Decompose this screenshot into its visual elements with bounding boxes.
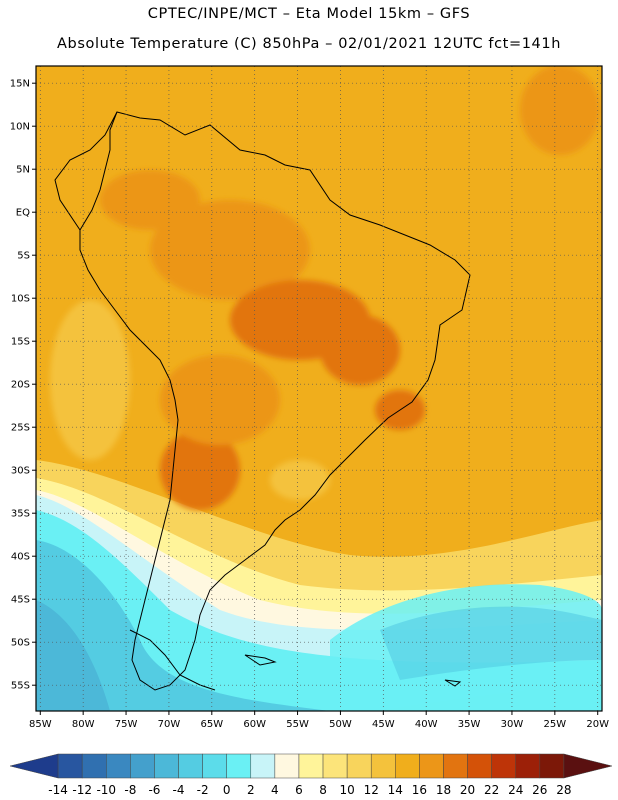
map-frame <box>35 65 603 712</box>
lat-label: 20S <box>11 380 30 391</box>
colorbar-swatch <box>370 753 396 779</box>
colorbar-label: -4 <box>173 783 185 797</box>
lon-label: 85W <box>29 719 52 730</box>
lon-label: 35W <box>458 719 481 730</box>
lon-label: 55W <box>286 719 309 730</box>
colorbar-label: 4 <box>271 783 279 797</box>
lon-label: 60W <box>243 719 266 730</box>
lat-label: 25S <box>11 423 30 434</box>
colorbar-label: 6 <box>295 783 303 797</box>
colorbar-swatch <box>298 753 324 779</box>
lat-label: 45S <box>11 595 30 606</box>
lon-label: 25W <box>544 719 567 730</box>
map-subtitle: Absolute Temperature (C) 850hPa – 02/01/… <box>57 36 561 52</box>
colorbar-label: -10 <box>96 783 116 797</box>
latitude-labels: 15N 10N 5N EQ 5S 10S 15S 20S 25S 30S 35S 40S 45S 50S 5… <box>10 79 36 692</box>
lat-label: 5N <box>16 165 30 176</box>
colorbar-swatch <box>154 753 179 779</box>
lon-label: 80W <box>72 719 95 730</box>
colorbar-label: 14 <box>388 783 403 797</box>
colorbar-label: 2 <box>247 783 255 797</box>
lat-label: 10S <box>11 294 30 305</box>
colorbar-swatch <box>322 753 348 779</box>
colorbar-swatch <box>81 753 107 779</box>
lat-label: 15N <box>10 79 30 90</box>
lat-label: 35S <box>11 509 30 520</box>
lat-label: 40S <box>11 552 30 563</box>
lat-label: 5S <box>17 251 30 262</box>
colorbar-swatch <box>178 753 203 779</box>
colorbar-label: -6 <box>148 783 160 797</box>
colorbar-label: -12 <box>72 783 92 797</box>
colorbar-swatch <box>539 753 565 779</box>
lon-label: 40W <box>415 719 438 730</box>
lon-label: 30W <box>501 719 524 730</box>
colorbar-swatch <box>515 753 541 779</box>
colorbar <box>9 753 613 779</box>
colorbar-label: 22 <box>484 783 499 797</box>
colorbar-swatch <box>226 753 252 779</box>
colorbar-swatch <box>491 753 516 779</box>
colorbar-label: 18 <box>436 783 451 797</box>
colorbar-swatch <box>106 753 131 779</box>
map-title: CPTEC/INPE/MCT – Eta Model 15km – GFS <box>147 6 471 22</box>
lat-label: 30S <box>11 466 30 477</box>
lat-label: 55S <box>11 681 30 692</box>
colorbar-swatch <box>563 753 613 779</box>
colorbar-swatch <box>57 753 83 779</box>
colorbar-swatch <box>9 753 59 779</box>
colorbar-label: 16 <box>412 783 427 797</box>
longitude-labels: 85W 80W 75W 70W 65W 60W 55W 50W 45W 40W 35W 30W 25W 2… <box>29 711 609 730</box>
colorbar-label: 28 <box>556 783 571 797</box>
lat-label: EQ <box>16 208 30 219</box>
colorbar-label: 10 <box>339 783 354 797</box>
colorbar-label: 20 <box>460 783 475 797</box>
lon-label: 50W <box>329 719 352 730</box>
colorbar-label: 0 <box>223 783 231 797</box>
colorbar-swatch <box>202 753 227 779</box>
lon-label: 45W <box>372 719 395 730</box>
colorbar-label: 24 <box>508 783 523 797</box>
colorbar-label: 12 <box>364 783 379 797</box>
colorbar-swatch <box>467 753 492 779</box>
colorbar-swatch <box>274 753 300 779</box>
colorbar-swatch <box>395 753 420 779</box>
temperature-field <box>36 66 602 711</box>
colorbar-label: 26 <box>532 783 547 797</box>
colorbar-labels: -14 -12 -10 -8 -6 -4 -2 0 2 4 6 8 10 12 14 16 18 20 22 24 26… <box>48 783 571 797</box>
lat-label: 10N <box>10 122 30 133</box>
lon-label: 75W <box>115 719 138 730</box>
lon-label: 70W <box>158 719 181 730</box>
colorbar-swatch <box>130 753 155 779</box>
colorbar-label: -14 <box>48 783 68 797</box>
lon-label: 20W <box>586 719 609 730</box>
colorbar-swatch <box>443 753 468 779</box>
lat-label: 15S <box>11 337 30 348</box>
colorbar-swatch <box>346 753 372 779</box>
colorbar-swatch <box>419 753 444 779</box>
lon-label: 65W <box>200 719 223 730</box>
colorbar-swatch <box>250 753 276 779</box>
lat-label: 50S <box>11 638 30 649</box>
colorbar-label: -8 <box>124 783 136 797</box>
coastlines <box>54 111 471 691</box>
colorbar-label: -2 <box>197 783 209 797</box>
colorbar-label: 8 <box>319 783 327 797</box>
